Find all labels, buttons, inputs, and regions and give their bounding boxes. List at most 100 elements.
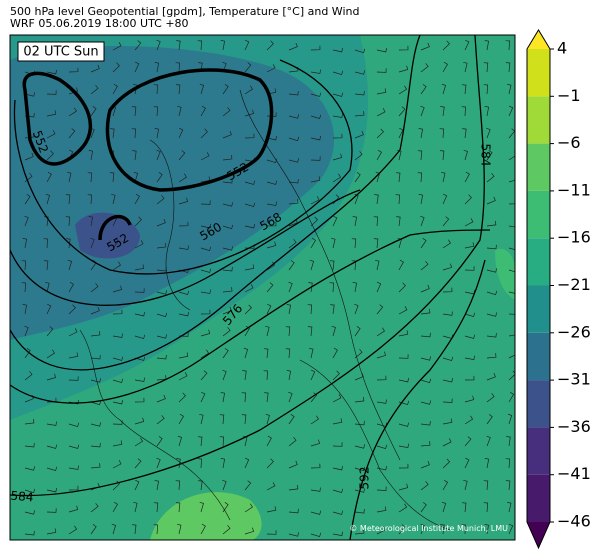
wind-barb: [24, 325, 29, 337]
wind-barb: [90, 106, 97, 117]
wind-barb: [354, 48, 366, 54]
wind-barb: [68, 422, 80, 428]
wind-barb: [398, 65, 409, 73]
wind-barb: [376, 506, 387, 513]
wind-barb: [508, 179, 515, 183]
wind-barb: [68, 352, 79, 359]
map: [10, 35, 515, 540]
wind-barb: [508, 247, 515, 251]
wind-barb: [200, 370, 208, 381]
wind-barb: [43, 260, 49, 271]
wind-barb: [265, 325, 270, 337]
wind-barb: [24, 194, 31, 205]
wind-barb: [112, 378, 124, 384]
wind-barb: [486, 220, 497, 227]
wind-barb: [153, 524, 159, 535]
wind-barb: [112, 42, 122, 51]
wind-barb: [442, 418, 453, 425]
wind-barb: [134, 216, 142, 227]
wind-barb: [222, 178, 233, 184]
wind-barb: [310, 415, 319, 425]
wind-barb: [222, 524, 231, 535]
wind-barb: [420, 460, 430, 469]
wind-barb: [420, 356, 432, 361]
wind-barb: [90, 84, 99, 95]
wind-barb: [242, 370, 247, 381]
wind-barb: [332, 442, 343, 447]
wind-barb: [241, 414, 247, 425]
wind-barb: [285, 326, 291, 337]
contour-label: 584: [10, 489, 34, 505]
wind-barb: [483, 62, 489, 73]
wind-barb: [461, 106, 466, 117]
wind-barb: [486, 393, 495, 403]
time-box: [17, 41, 105, 62]
wind-barb: [508, 105, 514, 117]
wind-barb: [376, 108, 386, 117]
wind-barb: [178, 245, 189, 250]
colorbar-band: [527, 427, 550, 475]
colorbar-band: [527, 474, 550, 522]
wind-barb: [505, 62, 511, 73]
wind-barb: [134, 417, 145, 425]
wind-barb: [112, 62, 120, 73]
wind-barb: [134, 479, 140, 491]
wind-barb: [420, 332, 431, 338]
wind-barb: [420, 481, 429, 491]
colorbar-tick-label: −6: [557, 133, 581, 152]
wind-barb: [241, 392, 247, 403]
wind-barb: [67, 171, 72, 183]
wind-barb: [486, 353, 497, 359]
wind-barb: [156, 218, 166, 227]
wind-barb: [442, 263, 453, 271]
wind-barb: [45, 193, 51, 205]
wind-barb: [507, 83, 512, 95]
wind-barb: [266, 40, 274, 51]
wind-barb: [46, 303, 52, 315]
wind-barb: [244, 527, 255, 535]
wind-barb: [508, 151, 515, 161]
wind-barb: [178, 311, 190, 317]
wind-barb: [461, 84, 467, 95]
wind-barb: [22, 238, 28, 249]
wind-barb: [46, 487, 58, 493]
wind-barb: [505, 458, 511, 469]
wind-barb: [486, 290, 498, 296]
wind-barb: [90, 463, 101, 469]
wind-barb: [68, 87, 79, 95]
wind-barb: [417, 150, 423, 161]
wind-barb: [197, 458, 202, 469]
wind-barb: [200, 152, 210, 161]
wind-barb: [178, 372, 188, 381]
colorbar-tick-label: −21: [557, 275, 591, 294]
wind-barb: [133, 171, 139, 183]
wind-barb: [222, 348, 229, 359]
wind-barb: [486, 435, 491, 447]
wind-barb: [288, 508, 299, 514]
wind-barb: [464, 375, 475, 381]
wind-barb: [265, 413, 270, 425]
colorbar-band: [527, 96, 550, 144]
wind-barb: [464, 457, 470, 469]
wind-barb: [222, 154, 233, 161]
wind-barb: [332, 465, 343, 471]
wind-barb: [112, 309, 123, 315]
wind-barb: [354, 193, 359, 205]
contours: [10, 35, 491, 540]
colorbar-tick-label: −11: [557, 180, 591, 199]
wind-barb: [109, 172, 115, 183]
wind-barb: [197, 40, 203, 51]
wind-barb: [46, 508, 57, 513]
wind-barb: [200, 200, 211, 205]
wind-barb: [464, 395, 475, 403]
wind-barb: [46, 69, 57, 75]
wind-barb: [508, 523, 514, 535]
wind-barb: [222, 84, 229, 95]
contour-label: 584: [479, 144, 493, 167]
wind-barb: [376, 375, 387, 381]
wind-barb: [222, 246, 234, 251]
wind-barb: [24, 418, 35, 425]
wind-barb: [376, 486, 387, 491]
wind-barb: [354, 444, 366, 449]
